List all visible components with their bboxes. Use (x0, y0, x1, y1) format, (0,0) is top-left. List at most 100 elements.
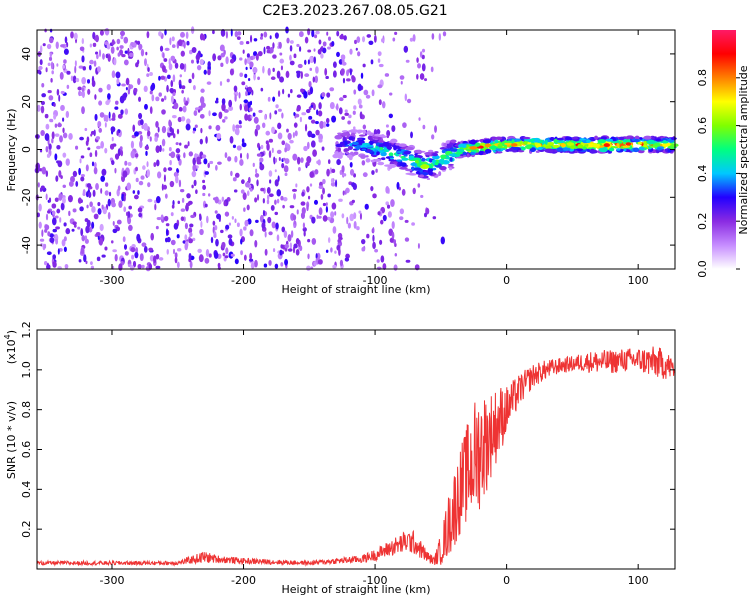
noise-mark (269, 46, 274, 54)
y-tick-label: -40 (20, 236, 33, 254)
noise-mark (255, 168, 258, 174)
signal-mark (337, 154, 343, 159)
noise-mark (279, 76, 285, 83)
noise-mark (303, 230, 306, 237)
noise-mark (321, 146, 325, 151)
noise-mark (386, 134, 390, 139)
noise-mark (277, 122, 282, 130)
noise-mark (94, 149, 98, 158)
noise-mark (121, 83, 126, 87)
noise-mark (87, 147, 91, 151)
noise-mark (404, 93, 408, 102)
noise-mark (62, 132, 68, 139)
noise-mark (62, 117, 65, 122)
noise-mark (56, 208, 61, 214)
noise-mark (52, 228, 57, 233)
signal-mark (651, 136, 655, 140)
noise-mark (159, 45, 164, 52)
noise-mark (361, 36, 366, 43)
noise-mark (85, 140, 89, 146)
noise-mark (309, 67, 313, 71)
noise-mark (230, 28, 233, 37)
noise-mark (155, 145, 160, 153)
noise-mark (59, 72, 64, 80)
noise-mark (81, 235, 86, 242)
noise-mark (82, 189, 86, 196)
noise-mark (139, 134, 143, 142)
y-tick-label: 0.8 (20, 401, 33, 419)
noise-mark (234, 258, 239, 265)
noise-mark (257, 50, 263, 57)
noise-mark (50, 61, 54, 70)
noise-mark (368, 40, 374, 46)
noise-mark (289, 45, 293, 52)
signal-mark (332, 153, 339, 159)
noise-mark (267, 216, 272, 224)
noise-mark (114, 253, 118, 262)
noise-mark (300, 88, 304, 93)
noise-mark (254, 173, 260, 178)
signal-mark (552, 144, 560, 148)
noise-mark (309, 86, 313, 95)
snr-y-ticks: 0.2 0.4 0.6 0.8 1.0 1.2 (20, 321, 675, 538)
noise-mark (62, 184, 67, 189)
noise-mark (409, 37, 414, 42)
noise-mark (46, 153, 51, 158)
noise-mark (253, 51, 258, 56)
noise-mark (157, 126, 160, 133)
noise-mark (325, 123, 330, 127)
noise-mark (85, 164, 89, 172)
signal-mark (389, 155, 394, 159)
noise-mark (376, 259, 380, 263)
noise-mark (289, 242, 293, 250)
noise-mark (185, 31, 189, 39)
noise-mark (105, 100, 110, 106)
noise-mark (341, 213, 345, 219)
snr-panel: -300 -200 -100 0 100 0.2 0.4 0.6 0.8 1.0 1.2 Heig… (3, 321, 676, 596)
noise-mark (338, 198, 343, 202)
noise-mark (55, 238, 59, 245)
noise-mark (232, 124, 236, 132)
signal-mark (355, 145, 361, 150)
noise-mark (68, 133, 73, 140)
noise-mark (104, 122, 107, 128)
noise-mark (63, 59, 67, 64)
noise-mark (243, 99, 249, 104)
noise-mark (327, 46, 331, 50)
noise-mark (296, 94, 302, 98)
noise-mark (192, 84, 196, 91)
noise-mark (297, 63, 303, 69)
noise-mark (151, 82, 156, 91)
noise-mark (222, 252, 226, 257)
noise-mark (81, 106, 85, 115)
noise-mark (52, 217, 57, 226)
x-tick-label: 0 (503, 574, 510, 587)
noise-mark (257, 142, 260, 149)
noise-mark (228, 99, 233, 108)
noise-mark (207, 61, 211, 68)
noise-mark (234, 31, 239, 38)
noise-mark (331, 202, 337, 210)
signal-mark (484, 143, 492, 148)
noise-mark (189, 223, 194, 228)
noise-mark (180, 50, 185, 57)
noise-mark (121, 54, 126, 58)
signal-mark (449, 148, 459, 152)
noise-mark (77, 197, 82, 204)
signal-mark (376, 151, 380, 156)
noise-mark (296, 209, 299, 215)
signal-mark (375, 133, 380, 136)
noise-mark (91, 80, 96, 87)
noise-mark (153, 255, 157, 263)
noise-mark (74, 60, 77, 67)
noise-mark (248, 107, 253, 112)
noise-mark (56, 144, 61, 150)
noise-mark (344, 112, 349, 116)
noise-mark (302, 222, 306, 229)
noise-mark (338, 97, 344, 102)
noise-mark (301, 191, 305, 197)
noise-mark (442, 31, 447, 37)
noise-mark (166, 84, 169, 93)
noise-mark (81, 76, 87, 85)
noise-mark (357, 98, 362, 105)
